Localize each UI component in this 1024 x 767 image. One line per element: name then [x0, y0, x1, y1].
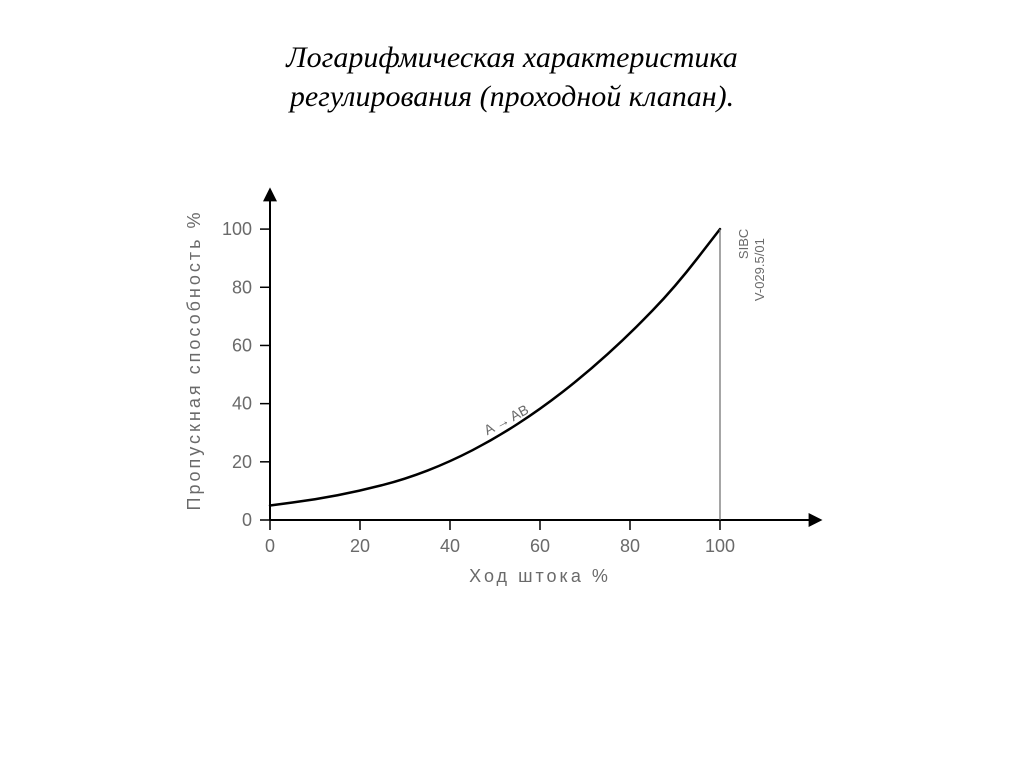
y-tick-label: 20 — [232, 452, 252, 472]
x-axis-label: Ход штока % — [469, 566, 611, 586]
x-tick-label: 100 — [705, 536, 735, 556]
chart-container: 0 20 40 60 80 100 0 20 40 60 80 100 Ход штока % Пропу… — [150, 180, 890, 610]
y-tick-label: 60 — [232, 335, 252, 355]
y-tick-label: 40 — [232, 394, 252, 414]
y-axis-label: Пропускная способность % — [184, 210, 204, 511]
ref-label-bottom: V-029.5/01 — [752, 238, 767, 301]
title-line-2: регулирования (проходной клапан). — [0, 77, 1024, 116]
ref-label-top: SIBC — [736, 229, 751, 259]
title-line-1: Логарифмическая характеристика — [0, 38, 1024, 77]
chart-svg: 0 20 40 60 80 100 0 20 40 60 80 100 Ход штока % Пропу… — [150, 180, 890, 610]
x-tick-label: 60 — [530, 536, 550, 556]
x-tick-label: 0 — [265, 536, 275, 556]
y-tick-label: 100 — [222, 219, 252, 239]
flow-curve — [270, 229, 720, 505]
x-tick-label: 80 — [620, 536, 640, 556]
x-tick-label: 40 — [440, 536, 460, 556]
chart-title: Логарифмическая характеристика регулиров… — [0, 38, 1024, 116]
x-tick-label: 20 — [350, 536, 370, 556]
y-tick-label: 0 — [242, 510, 252, 530]
y-tick-label: 80 — [232, 277, 252, 297]
